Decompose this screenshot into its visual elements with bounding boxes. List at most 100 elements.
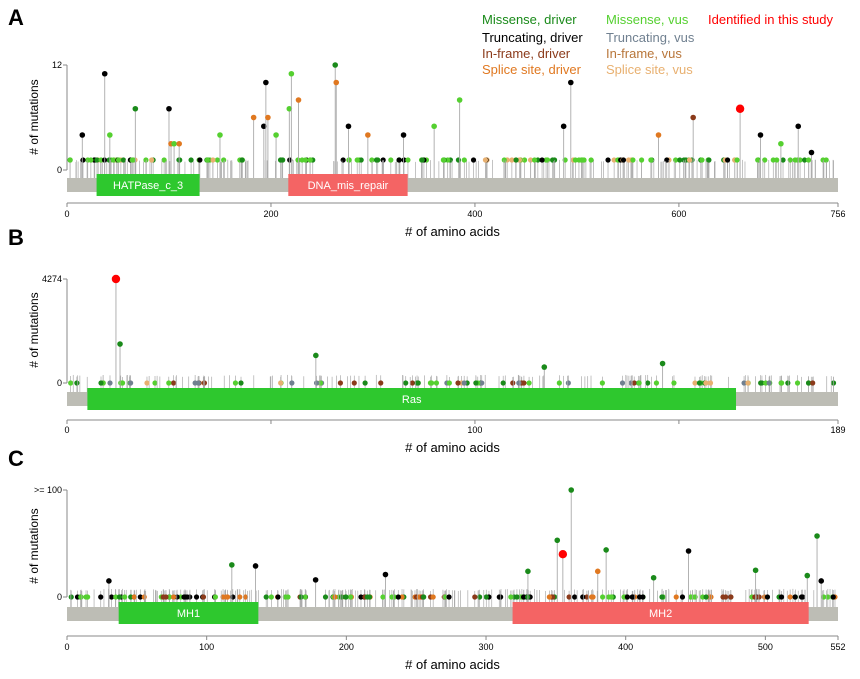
- background-lollipop-head: [653, 380, 660, 386]
- background-lollipop-head: [302, 157, 309, 163]
- background-lollipop-head: [214, 157, 220, 163]
- background-lollipop-head: [805, 157, 812, 163]
- background-lollipop-head: [78, 594, 84, 600]
- background-lollipop-head: [238, 380, 244, 386]
- background-lollipop-head: [130, 157, 136, 163]
- background-lollipop-head: [664, 157, 670, 163]
- background-lollipop-head: [600, 594, 606, 600]
- background-lollipop-head: [514, 594, 520, 600]
- background-lollipop-head: [358, 157, 364, 163]
- background-lollipop-head: [74, 380, 80, 386]
- background-lollipop-head: [446, 380, 452, 386]
- mutation-lollipop-head: [313, 352, 319, 359]
- background-lollipop-head: [409, 380, 416, 386]
- background-lollipop-head: [351, 380, 357, 386]
- background-lollipop-head: [778, 380, 784, 386]
- x-tick-label: 189: [830, 425, 845, 435]
- background-lollipop-head: [378, 380, 384, 386]
- domain-label: MH1: [177, 608, 200, 620]
- mutation-lollipop-head: [250, 114, 257, 121]
- background-lollipop-head: [395, 594, 401, 600]
- background-lollipop-head: [706, 157, 712, 163]
- background-lollipop-head: [298, 594, 304, 600]
- mutation-lollipop-head: [568, 487, 575, 493]
- mutation-lollipop-head: [400, 132, 407, 138]
- background-lollipop-head: [648, 157, 654, 163]
- background-lollipop-head: [177, 157, 183, 163]
- panel-label: C: [8, 446, 24, 471]
- x-tick-label: 400: [467, 209, 482, 219]
- background-lollipop-head: [539, 157, 545, 163]
- y-axis-label: # of mutations: [27, 79, 41, 154]
- background-lollipop-head: [343, 594, 349, 600]
- background-lollipop-head: [446, 594, 452, 600]
- background-lollipop-head: [483, 594, 489, 600]
- mutation-lollipop-head: [560, 123, 567, 130]
- background-lollipop-head: [433, 380, 440, 386]
- background-lollipop-head: [83, 594, 89, 600]
- background-lollipop-head: [531, 157, 538, 163]
- mutation-lollipop-head: [594, 568, 601, 575]
- background-lollipop-head: [728, 594, 734, 600]
- mutation-lollipop-head: [603, 547, 609, 553]
- panel-c: C 0 >= 100 # of mutations MH1 MH2 0 100 200 300 40…: [8, 446, 846, 672]
- background-lollipop-head: [403, 380, 409, 386]
- x-tick-label: 400: [618, 642, 633, 652]
- background-lollipop-head: [362, 380, 368, 386]
- background-lollipop-head: [366, 594, 373, 600]
- domain-label: MH2: [649, 608, 672, 620]
- background-lollipop-head: [780, 157, 786, 163]
- background-lollipop-head: [113, 594, 119, 600]
- background-lollipop-head: [556, 380, 562, 386]
- mutation-lollipop-head: [795, 123, 802, 130]
- background-lollipop-head: [580, 594, 586, 600]
- background-lollipop-head: [625, 157, 632, 163]
- domain-dna-mis-repair: [288, 174, 408, 196]
- background-lollipop-head: [200, 594, 207, 600]
- background-lollipop-head: [692, 380, 698, 386]
- mutation-lollipop-head: [79, 132, 86, 138]
- background-lollipop-head: [160, 594, 166, 600]
- background-lollipop-head: [188, 157, 194, 163]
- mutation-lollipop-head: [804, 572, 811, 579]
- mutation-lollipop-head: [690, 114, 696, 121]
- background-lollipop-head: [472, 594, 478, 600]
- background-lollipop-head: [800, 594, 806, 600]
- mutation-lollipop-head: [814, 533, 820, 539]
- background-lollipop-head: [122, 594, 128, 600]
- mutation-lollipop-head: [382, 571, 389, 578]
- background-lollipop-head: [708, 594, 714, 600]
- background-lollipop-head: [455, 380, 461, 386]
- background-lollipop-head: [128, 380, 134, 386]
- background-lollipop-head: [509, 157, 515, 163]
- y-tick-label: 0: [57, 165, 62, 175]
- background-lollipop-head: [263, 594, 269, 600]
- mutation-lollipop-head: [568, 79, 574, 86]
- mutation-lollipop-head: [818, 578, 825, 584]
- mutation-lollipop-head: [229, 562, 235, 568]
- mutation-lollipop-head: [166, 105, 172, 112]
- y-tick-label: >= 100: [34, 485, 62, 495]
- background-lollipop-head: [720, 594, 726, 600]
- background-lollipop-head: [778, 594, 785, 600]
- background-lollipop-head: [98, 594, 104, 600]
- background-lollipop-head: [337, 380, 344, 386]
- background-lollipop-head: [375, 157, 381, 163]
- background-lollipop-head: [239, 157, 245, 163]
- background-lollipop-head: [220, 594, 226, 600]
- background-lollipop-head: [787, 594, 793, 600]
- background-lollipop-head: [611, 157, 617, 163]
- background-lollipop-head: [677, 157, 683, 163]
- background-lollipop-head: [764, 594, 771, 600]
- mutation-lollipop-head: [265, 114, 271, 121]
- background-lollipop-head: [821, 594, 827, 600]
- domain-label: HATPase_c_3: [113, 180, 183, 192]
- background-lollipop-head: [170, 380, 177, 386]
- background-lollipop-head: [802, 157, 808, 163]
- background-lollipop-head: [195, 380, 201, 386]
- mutation-lollipop-head: [456, 97, 463, 103]
- background-lollipop-head: [317, 380, 324, 386]
- legend-missense-driver: Missense, driver: [482, 12, 577, 27]
- background-lollipop-head: [380, 594, 386, 600]
